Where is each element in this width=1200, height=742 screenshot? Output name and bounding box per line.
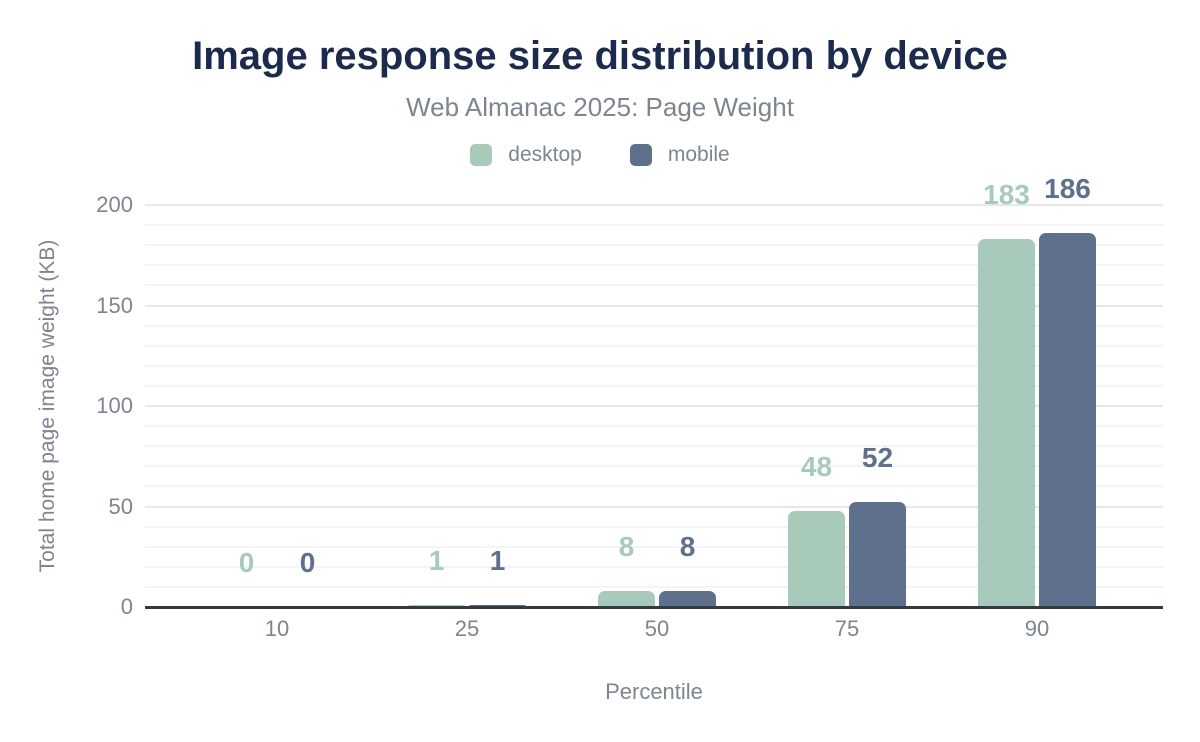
x-axis-line xyxy=(145,606,1163,609)
x-tick-10: 10 xyxy=(264,616,290,641)
data-label-mobile-p75: 52 xyxy=(861,442,894,474)
legend-label-desktop: desktop xyxy=(508,143,582,166)
gridline-minor xyxy=(145,545,1163,548)
gridline-minor xyxy=(145,425,1163,428)
bar-desktop-p50[interactable] xyxy=(598,590,655,607)
gridline-major xyxy=(145,304,1163,307)
legend-item-mobile[interactable]: mobile xyxy=(629,143,730,167)
gridline-minor xyxy=(145,224,1163,227)
bar-desktop-p90[interactable] xyxy=(978,239,1035,607)
data-label-desktop-p50: 8 xyxy=(618,530,635,562)
gridline-minor xyxy=(145,565,1163,568)
bar-mobile-p50[interactable] xyxy=(659,590,716,607)
gridline-major xyxy=(145,505,1163,508)
gridline-minor xyxy=(145,284,1163,287)
y-tick-150: 150 xyxy=(96,292,133,318)
gridline-minor xyxy=(145,585,1163,588)
bar-slot-mobile-50: 8 xyxy=(659,205,716,607)
data-label-mobile-p90: 186 xyxy=(1044,173,1091,205)
gridline-major xyxy=(145,204,1163,206)
bar-mobile-p90[interactable] xyxy=(1039,233,1096,607)
bar-slot-desktop-25: 1 xyxy=(408,205,465,607)
gridline-minor xyxy=(145,264,1163,267)
x-tick-90: 90 xyxy=(1024,616,1050,641)
gridline-minor xyxy=(145,324,1163,327)
x-axis-ticks: 10 25 50 75 90 xyxy=(0,616,1200,642)
gridline-minor xyxy=(145,244,1163,247)
legend-swatch-mobile xyxy=(629,144,652,166)
y-tick-0: 0 xyxy=(120,594,133,619)
legend-swatch-desktop xyxy=(470,144,493,166)
bar-mobile-p75[interactable] xyxy=(849,502,906,607)
gridline-minor xyxy=(145,485,1163,488)
gridline-minor xyxy=(145,445,1163,448)
y-tick-200: 200 xyxy=(96,192,133,217)
x-tick-75: 75 xyxy=(834,616,860,641)
bar-group-90: 183 186 xyxy=(978,175,1096,607)
gridline-minor xyxy=(145,465,1163,468)
bar-slot-mobile-75: 52 xyxy=(849,205,906,607)
data-label-mobile-p10: 0 xyxy=(299,547,316,578)
bar-slot-mobile-25: 1 xyxy=(469,205,526,607)
data-label-mobile-p50: 8 xyxy=(679,530,696,562)
data-label-desktop-p25: 1 xyxy=(428,545,445,576)
legend-label-mobile: mobile xyxy=(667,143,730,166)
x-axis-title: Percentile xyxy=(605,679,703,704)
x-tick-25: 25 xyxy=(454,616,480,641)
bar-desktop-p75[interactable] xyxy=(788,510,845,607)
gridline-minor xyxy=(145,384,1163,387)
bar-slot-mobile-90: 186 xyxy=(1039,175,1096,607)
bar-slot-desktop-10: 0 xyxy=(218,205,275,607)
gridline-minor xyxy=(145,525,1163,528)
legend-item-desktop[interactable]: desktop xyxy=(470,143,582,167)
y-axis-ticks: 0 50 100 150 200 xyxy=(0,0,133,742)
plot-area: 0 0 1 1 8 8 48 52 183 186 xyxy=(145,175,1163,609)
data-label-desktop-p90: 183 xyxy=(983,179,1030,211)
bar-slot-desktop-90: 183 xyxy=(978,181,1035,607)
gridline-minor xyxy=(145,344,1163,347)
bar-slot-desktop-50: 8 xyxy=(598,205,655,607)
gridline-minor xyxy=(145,364,1163,367)
gridline-major xyxy=(145,405,1163,407)
data-label-desktop-p10: 0 xyxy=(238,547,255,578)
data-label-desktop-p75: 48 xyxy=(800,450,833,482)
chart-subtitle: Web Almanac 2025: Page Weight xyxy=(406,92,794,122)
x-tick-50: 50 xyxy=(644,616,670,641)
bar-group-75: 48 52 xyxy=(788,205,906,607)
bar-slot-desktop-75: 48 xyxy=(788,205,845,607)
legend: desktop mobile xyxy=(0,143,1200,167)
bar-slot-mobile-10: 0 xyxy=(279,205,336,607)
data-label-mobile-p25: 1 xyxy=(489,545,506,576)
y-tick-100: 100 xyxy=(96,393,133,418)
chart-title: Image response size distribution by devi… xyxy=(192,34,1008,78)
y-tick-50: 50 xyxy=(108,493,133,519)
